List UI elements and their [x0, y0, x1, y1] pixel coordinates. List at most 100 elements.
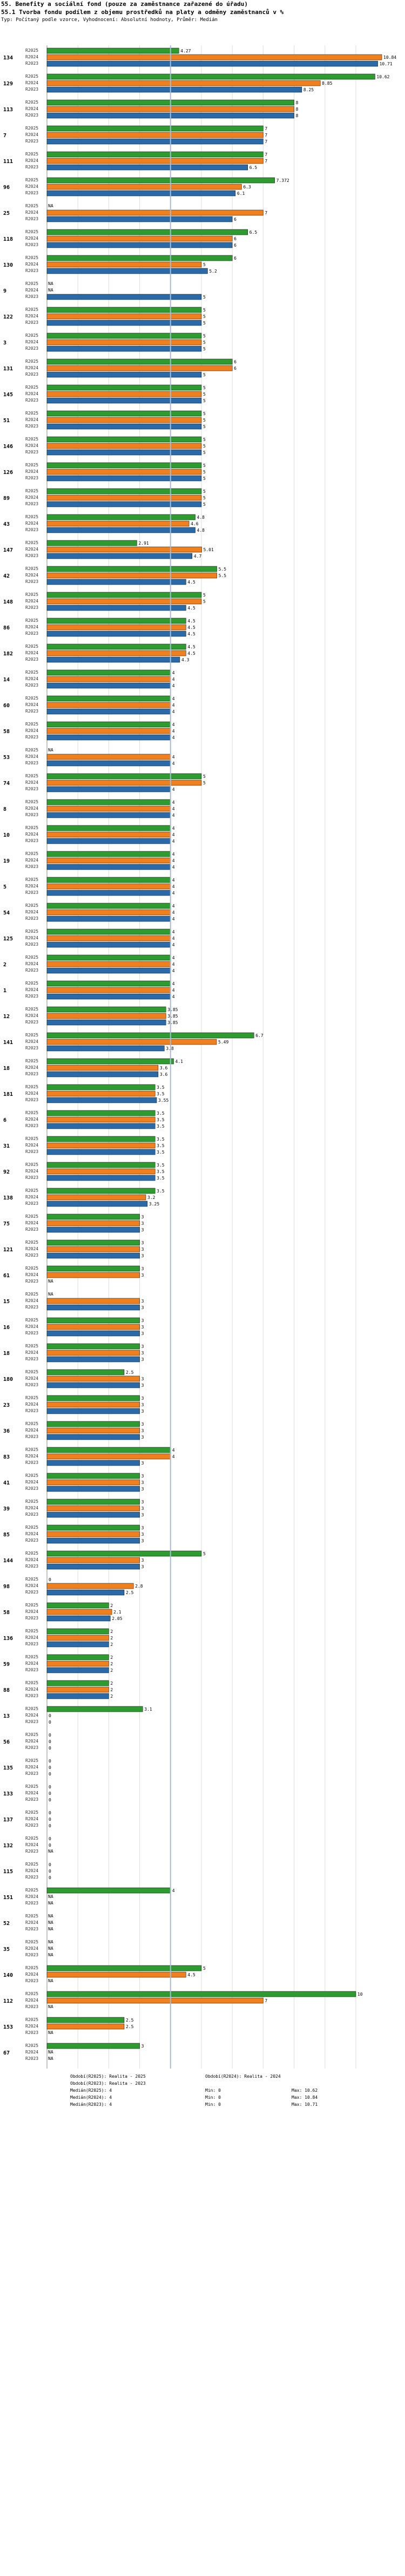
value-label: 3: [141, 1344, 144, 1349]
value-label: 2: [110, 1694, 113, 1699]
bar: [46, 1499, 140, 1505]
value-label: 2: [110, 1668, 113, 1673]
series-label: R2024: [25, 650, 38, 655]
bar: [46, 592, 202, 598]
value-label: 4: [172, 865, 175, 870]
series-label: R2025: [25, 955, 38, 960]
bar: [46, 1537, 140, 1544]
series-label: R2024: [25, 1091, 38, 1096]
series-label: R2024: [25, 1169, 38, 1174]
na-label: NA: [48, 1279, 53, 1284]
bar: [46, 436, 202, 443]
bar: [46, 1110, 156, 1116]
series-label: R2024: [25, 1298, 38, 1303]
group-label: 86: [3, 625, 10, 631]
value-label: 5: [203, 444, 206, 449]
group-label: 61: [3, 1273, 10, 1279]
series-label: R2024: [25, 1661, 38, 1666]
value-label: 5: [203, 295, 206, 300]
series-label: R2023: [25, 1175, 38, 1180]
bar: [46, 1991, 356, 1997]
bar: [46, 754, 171, 760]
series-label: R2023: [25, 1434, 38, 1439]
series-label: R2023: [25, 1331, 38, 1336]
bar: [46, 1550, 202, 1557]
value-label: 2.5: [126, 1370, 134, 1375]
series-label: R2024: [25, 1531, 38, 1536]
series-label: R2024: [25, 2024, 38, 2029]
group-label: 182: [3, 651, 13, 657]
value-label: 7: [265, 159, 267, 164]
na-label: NA: [48, 2050, 53, 2055]
bar: [46, 1479, 140, 1486]
bar: [46, 358, 233, 365]
bar: [46, 1226, 140, 1233]
series-label: R2025: [25, 1551, 38, 1556]
series-label: R2023: [25, 1849, 38, 1854]
na-label: NA: [48, 1914, 53, 1919]
value-label: 4: [172, 677, 175, 682]
bar: [46, 1369, 125, 1375]
group-label: 83: [3, 1454, 10, 1460]
series-label: R2023: [25, 242, 38, 247]
bar: [46, 73, 375, 80]
series-label: R2024: [25, 1272, 38, 1277]
value-label: 2: [110, 1655, 113, 1660]
series-label: R2023: [25, 838, 38, 843]
group-label: 151: [3, 1895, 13, 1901]
na-label: NA: [48, 288, 53, 293]
series-label: R2024: [25, 365, 38, 370]
value-label: 3: [141, 1240, 144, 1245]
bar: [46, 605, 186, 611]
series-label: R2025: [25, 229, 38, 234]
series-label: R2024: [25, 1195, 38, 1199]
bar: [46, 1395, 140, 1401]
value-label: 4: [172, 735, 175, 740]
value-label: 4.3: [181, 657, 190, 662]
value-label: 0: [49, 1759, 51, 1764]
series-label: R2023: [25, 1227, 38, 1232]
group-label: 12: [3, 1014, 10, 1020]
group-label: 19: [3, 858, 10, 864]
footer-stat: Období(R2023): Realita - 2023: [70, 2081, 146, 2086]
value-label: 4: [172, 755, 175, 760]
series-label: R2025: [25, 1214, 38, 1219]
bar: [46, 1090, 156, 1097]
value-label: 0: [49, 1811, 51, 1815]
group-label: 13: [3, 1713, 10, 1719]
series-label: R2024: [25, 521, 38, 526]
bar: [46, 1971, 186, 1978]
group-label: 35: [3, 1947, 10, 1953]
series-label: R2025: [25, 385, 38, 390]
value-label: 10: [357, 1992, 363, 1997]
bar: [46, 618, 186, 624]
bar: [46, 2017, 125, 2023]
bar: [46, 1382, 140, 1388]
value-label: 3: [141, 1538, 144, 1543]
series-label: R2024: [25, 1920, 38, 1925]
value-label: 3.85: [167, 1020, 178, 1025]
value-label: 3: [141, 1357, 144, 1362]
bar: [46, 1071, 159, 1077]
series-label: R2024: [25, 1635, 38, 1640]
bar: [46, 1635, 109, 1641]
value-label: 4.8: [197, 528, 205, 533]
series-label: R2025: [25, 1810, 38, 1815]
bar: [46, 1421, 140, 1427]
bar: [46, 514, 195, 520]
bar: [46, 1628, 109, 1635]
na-label: NA: [48, 748, 53, 753]
bar: [46, 1201, 148, 1207]
group-label: 8: [3, 806, 6, 812]
value-label: 5: [203, 411, 206, 416]
value-label: 4.5: [187, 619, 195, 623]
bar: [46, 967, 171, 974]
bar: [46, 1246, 140, 1252]
na-label: NA: [48, 1978, 53, 1983]
series-label: R2023: [25, 1667, 38, 1672]
series-label: R2025: [25, 1603, 38, 1608]
value-label: 0: [49, 1862, 51, 1867]
value-label: 2: [110, 1629, 113, 1634]
bar: [46, 1693, 109, 1699]
value-label: 5: [203, 1966, 206, 1971]
